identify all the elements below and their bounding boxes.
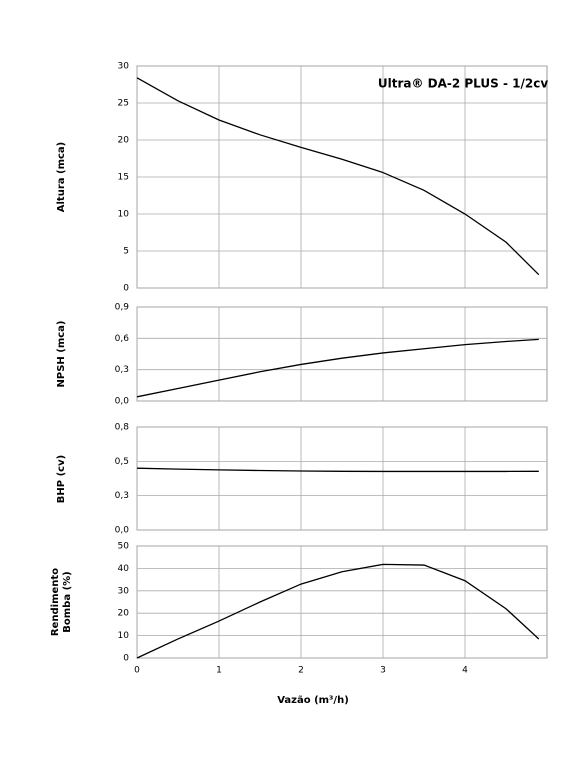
x-axis-label: Vazão (m³/h)	[277, 695, 349, 706]
y-tick-label: 20	[118, 136, 130, 146]
line	[136, 77, 540, 276]
y-tick-label: 40	[118, 564, 130, 574]
y-tick-label: 0	[123, 284, 129, 294]
y-tick-label: 0,5	[115, 457, 129, 467]
line	[136, 338, 539, 398]
x-tick-label: 0	[134, 666, 140, 676]
line	[136, 467, 539, 473]
y-axis-label: NPSH (mca)	[56, 320, 67, 388]
y-tick-label: 0,3	[115, 365, 129, 375]
y-tick-label: 20	[118, 609, 130, 619]
x-tick-label: 2	[298, 666, 304, 676]
y-tick-label: 0,3	[115, 491, 129, 501]
y-tick-label: 25	[118, 99, 129, 109]
y-tick-label: 10	[118, 631, 130, 641]
y-axis-label: BHP (cv)	[56, 454, 67, 503]
plot-border	[136, 426, 548, 531]
y-tick-label: 0	[123, 654, 129, 664]
y-tick-label: 0,6	[115, 334, 130, 344]
y-tick-label: 15	[118, 173, 129, 183]
annotation: Ultra® DA-2 PLUS - 1/2cv	[378, 77, 548, 91]
y-axis-label: Altura (mca)	[56, 141, 67, 213]
y-tick-label: 50	[118, 542, 130, 552]
y-tick-label: 0,9	[115, 303, 130, 313]
x-tick-label: 1	[216, 666, 222, 676]
y-tick-label: 0,8	[115, 423, 130, 433]
y-tick-label: 5	[123, 247, 129, 257]
y-tick-label: 10	[118, 210, 130, 220]
y-tick-label: 30	[118, 586, 130, 596]
plot-border	[136, 306, 548, 402]
x-tick-label: 3	[380, 666, 386, 676]
x-tick-label: 4	[462, 666, 468, 676]
y-tick-label: 30	[118, 62, 130, 72]
y-tick-label: 0,0	[115, 397, 130, 407]
y-tick-label: 0,0	[115, 526, 130, 536]
line	[136, 563, 540, 659]
y-axis-label: Rendimento Bomba (%)	[50, 567, 73, 637]
plot-border	[136, 545, 548, 659]
